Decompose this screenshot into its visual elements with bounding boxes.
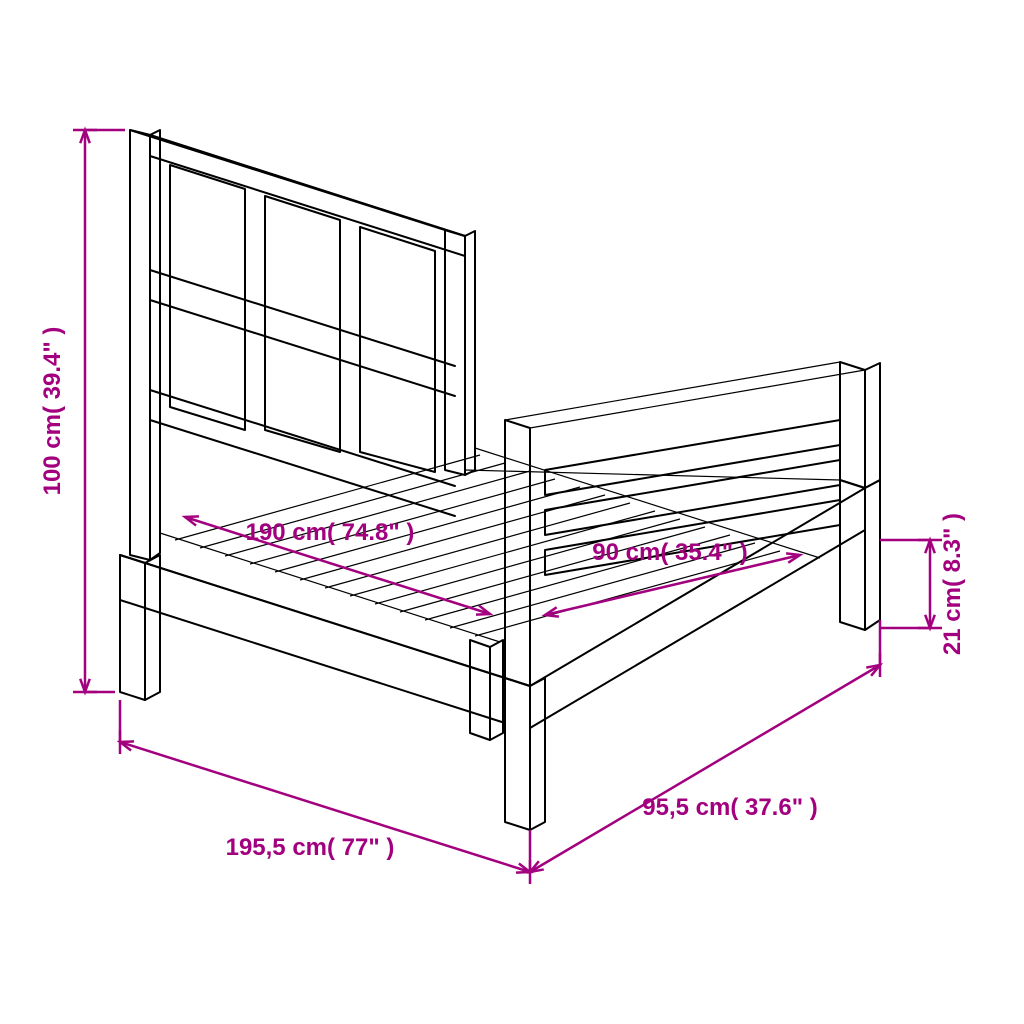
dim-height: 100 cm( 39.4" ) — [39, 327, 66, 496]
dim-outer-length: 195,5 cm( 77" ) — [226, 834, 395, 861]
dim-inner-width: 90 cm( 35.4" ) — [592, 539, 747, 566]
dim-outer-width: 95,5 cm( 37.6" ) — [642, 794, 817, 821]
dim-inner-length: 190 cm( 74.8" ) — [246, 519, 415, 546]
dim-clearance: 21 cm( 8.3" ) — [939, 513, 966, 655]
